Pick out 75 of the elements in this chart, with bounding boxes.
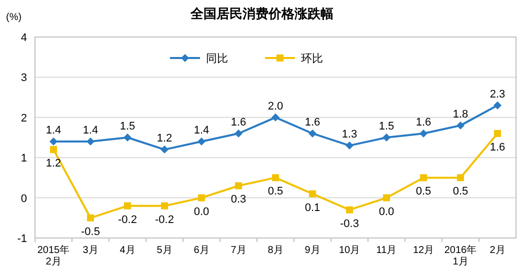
- point: [382, 134, 390, 142]
- x-tick-label: 6月: [194, 245, 210, 256]
- data-label: 1.6: [230, 116, 246, 128]
- point: [383, 194, 390, 202]
- y-tick-label: 4: [20, 32, 27, 44]
- point: [494, 101, 502, 110]
- x-tick-label: 2月: [490, 245, 506, 256]
- data-label: 1.6: [490, 141, 506, 154]
- point: [235, 182, 242, 190]
- chart-title: 全国居民消费价格涨跌幅: [190, 6, 334, 21]
- point: [124, 202, 131, 210]
- data-label: 1.6: [304, 116, 320, 128]
- y-tick-label: 1: [20, 152, 27, 165]
- data-label: 0.3: [230, 194, 246, 206]
- data-label: 0.0: [194, 206, 210, 218]
- y-tick-label: 2: [20, 112, 27, 124]
- x-tick-label: 5月: [156, 245, 172, 256]
- x-tick-label: 8月: [268, 245, 284, 256]
- data-label: 0.5: [416, 186, 432, 198]
- x-tick-label: 7月: [230, 245, 246, 256]
- data-label: -0.3: [340, 218, 359, 230]
- point: [234, 129, 242, 138]
- point: [308, 129, 316, 138]
- y-tick-label: -1: [17, 233, 27, 245]
- data-label: 2.0: [268, 100, 284, 112]
- x-tick-label: 9月: [304, 245, 320, 256]
- point: [160, 146, 168, 154]
- point: [420, 129, 428, 138]
- y-tick-label: 3: [20, 72, 27, 84]
- point: [87, 214, 94, 222]
- point: [272, 113, 280, 122]
- x-tick-label: 10月: [338, 245, 360, 256]
- x-tick-label: 4月: [120, 245, 136, 256]
- x-tick-label: 11月: [376, 245, 397, 256]
- data-label: 1.4: [46, 124, 62, 137]
- data-label: 0.1: [304, 202, 320, 214]
- point: [50, 146, 57, 154]
- data-label: 0.5: [452, 186, 468, 198]
- x-tick-label: 2015年 2月: [37, 244, 70, 268]
- legend-label: 同比: [206, 52, 228, 65]
- data-label: 2.3: [490, 88, 506, 100]
- data-label: -0.2: [118, 214, 137, 226]
- point: [494, 130, 501, 137]
- data-label: 1.6: [416, 116, 432, 128]
- point: [457, 174, 464, 182]
- data-label: 1.8: [452, 108, 468, 120]
- data-label: 1.4: [82, 124, 98, 137]
- point: [124, 134, 132, 142]
- point: [198, 138, 206, 146]
- data-label: -0.2: [155, 214, 174, 226]
- point: [198, 194, 205, 202]
- data-label: -0.5: [81, 226, 100, 238]
- x-tick-label: 3月: [82, 245, 98, 256]
- point: [420, 174, 427, 182]
- data-label: 1.2: [156, 132, 172, 145]
- y-tick-label: 0: [20, 192, 27, 205]
- x-tick-label: 2016年 1月: [444, 244, 477, 268]
- point: [456, 121, 464, 130]
- data-label: 1.5: [378, 120, 394, 132]
- point: [86, 138, 94, 146]
- data-label: 0.0: [378, 206, 394, 218]
- point: [309, 190, 316, 198]
- data-label: 1.5: [120, 120, 136, 132]
- data-label: 1.2: [46, 158, 62, 170]
- data-label: 1.4: [194, 124, 210, 137]
- point: [346, 206, 353, 214]
- data-label: 0.5: [268, 186, 284, 198]
- point: [50, 138, 58, 146]
- x-tick-label: 12月: [412, 245, 434, 256]
- legend-label: 环比: [301, 52, 323, 65]
- data-label: 1.3: [342, 128, 358, 141]
- y-axis-title: (%): [6, 12, 22, 23]
- point: [346, 142, 354, 150]
- point: [161, 202, 168, 210]
- point: [272, 174, 279, 182]
